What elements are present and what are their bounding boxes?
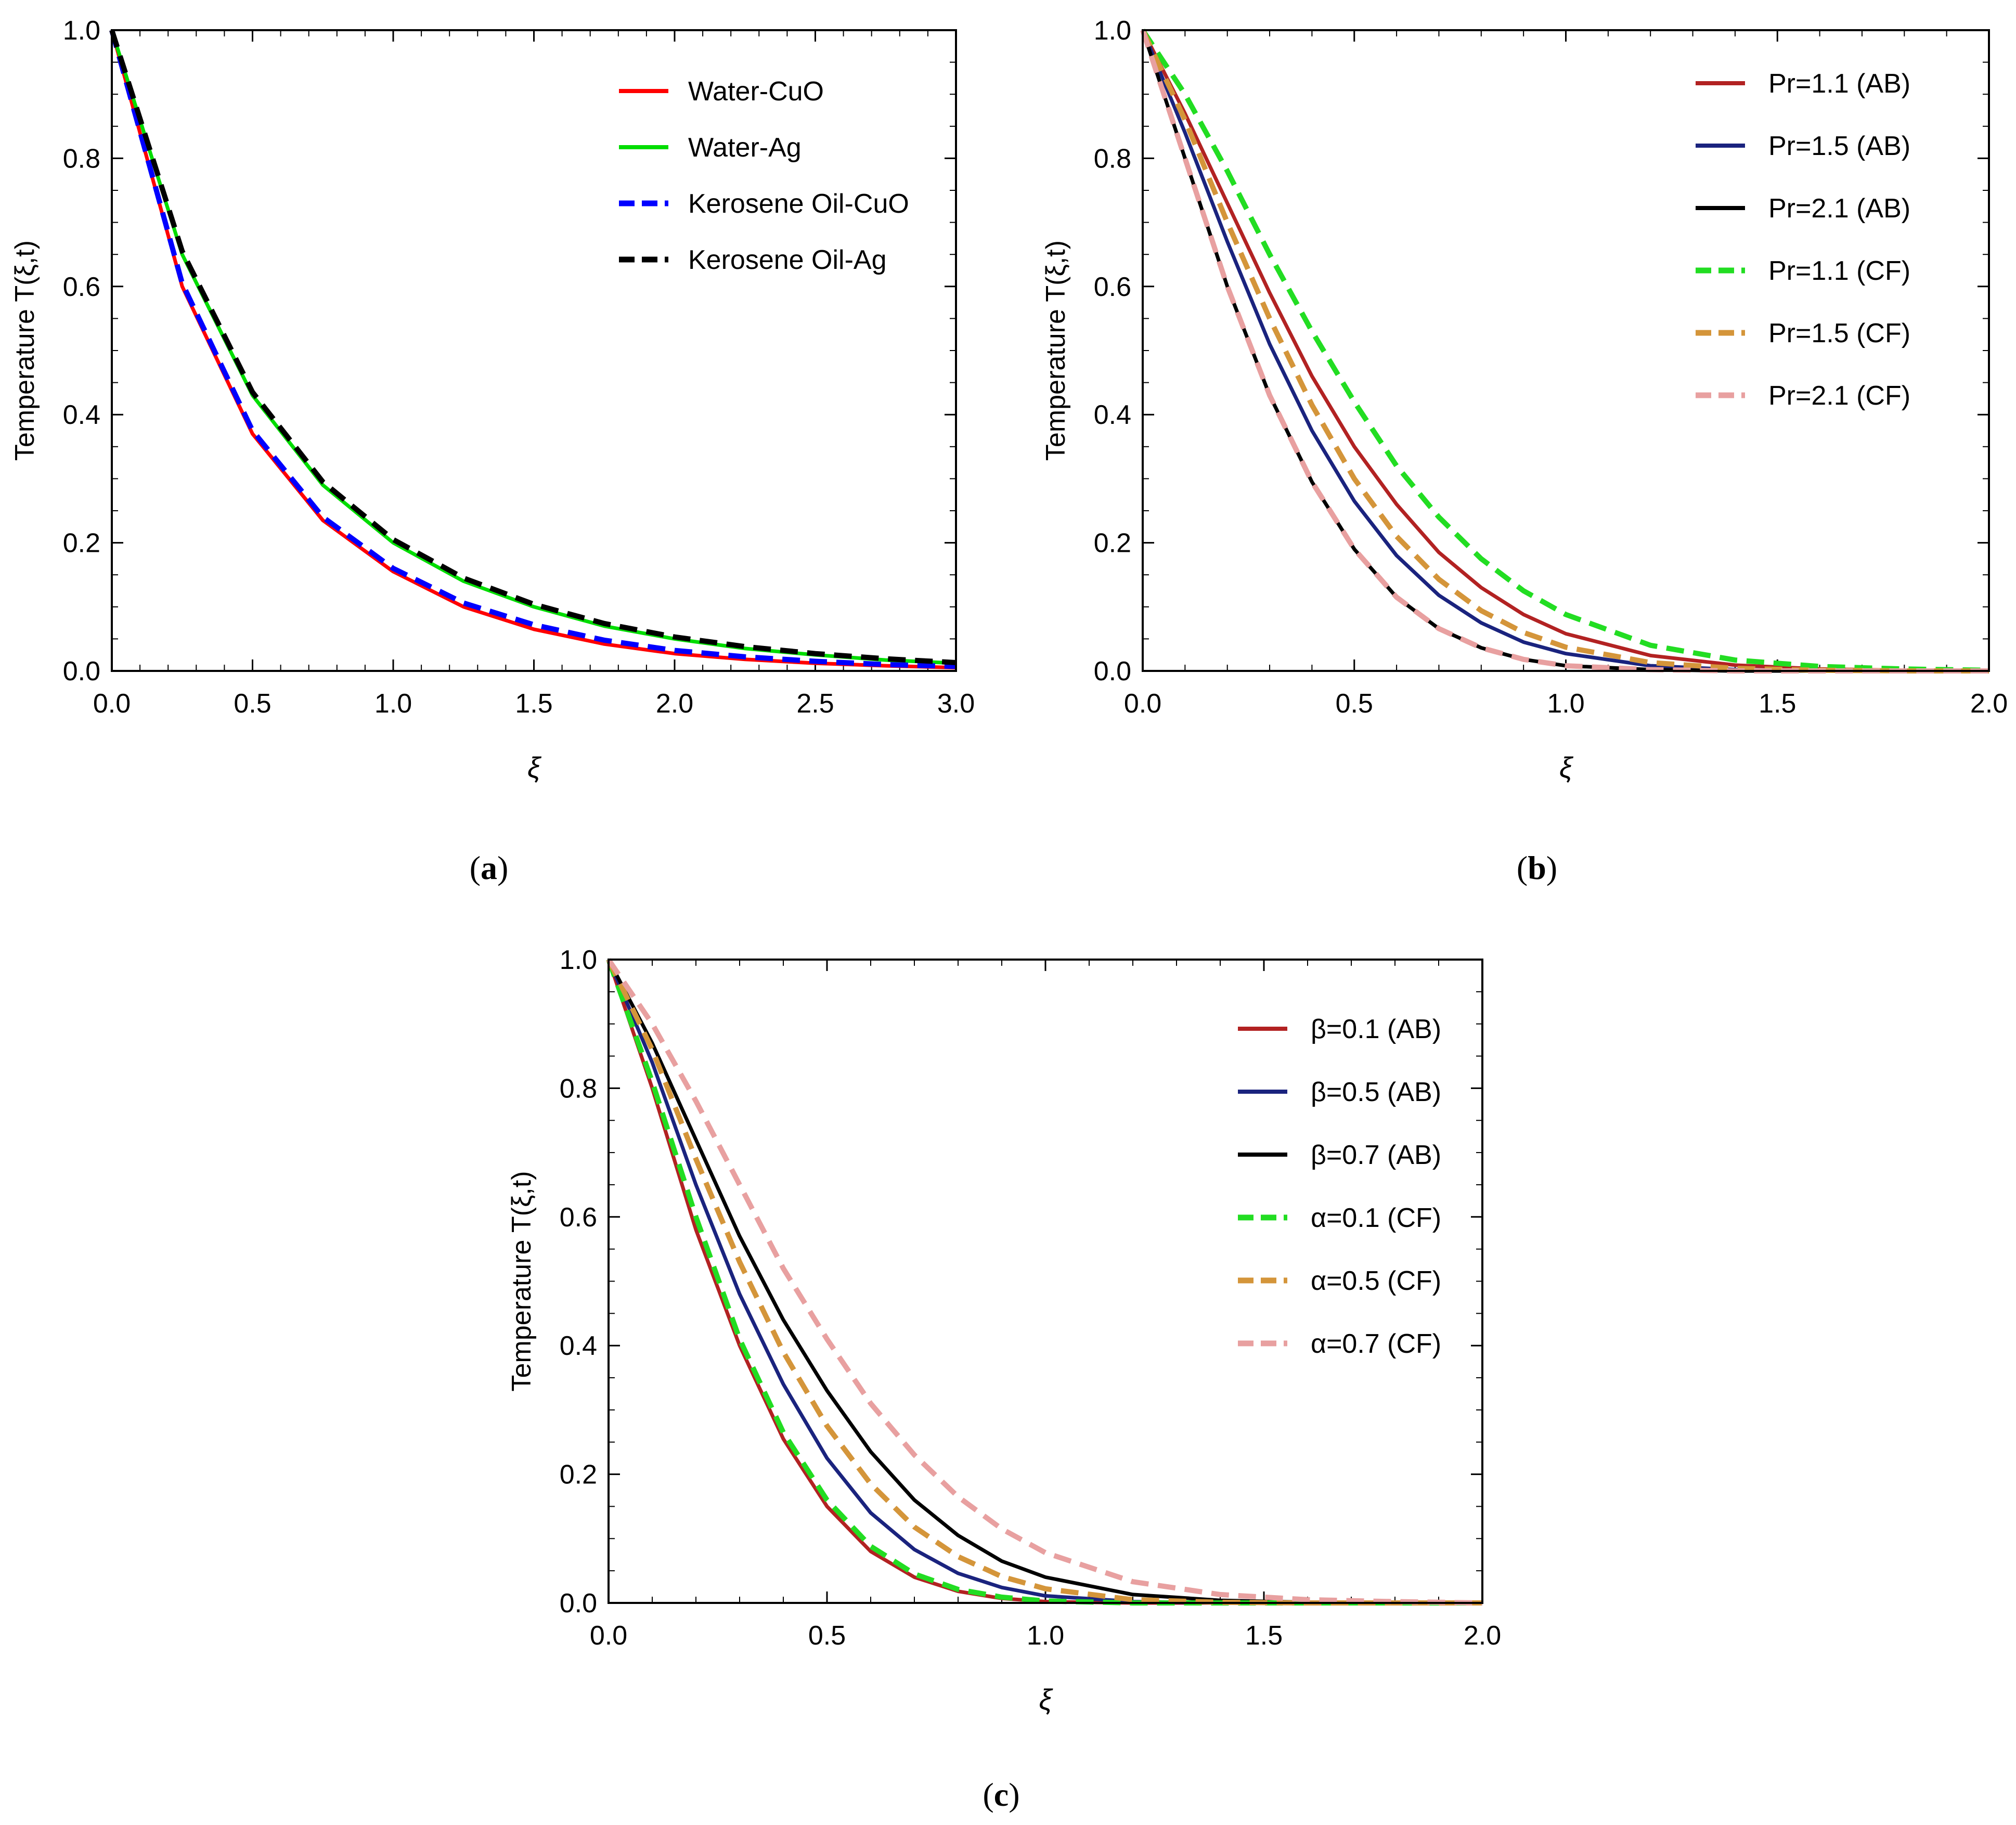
legend-label-2: Kerosene Oil-CuO [688,189,909,219]
series-line-3 [606,959,1482,1606]
series-line-3 [109,29,957,665]
x-tick-label: 1.0 [1547,689,1584,719]
panel-a: 0.0 0.5 1.0 1.5 2.0 2.5 3.0 0.0 0.2 0.4 0.6 0.8 1.0 W… [10,16,975,886]
panel-caption: (b) [1517,849,1557,886]
y-tick-label: 0.6 [63,272,100,302]
x-tick-label: 1.0 [374,689,412,719]
y-tick-label: 0.2 [1094,528,1131,559]
legend-label-4: α=0.5 (CF) [1311,1266,1441,1296]
plot-frame [111,29,957,672]
y-tick-label: 0.8 [63,144,100,174]
series-line-1 [1141,29,1989,673]
y-tick-label: 1.0 [560,945,597,975]
series-line-0 [1141,29,1989,673]
legend: Pr=1.1 (AB) Pr=1.5 (AB) Pr=2.1 (AB) Pr=1.1 … [1696,69,1910,411]
y-tick-label: 0.4 [560,1331,597,1361]
y-tick-label: 0.6 [1094,272,1131,302]
y-tick-label: 0.0 [63,656,100,687]
x-axis-label: ξ [1559,751,1574,784]
y-axis-label: Temperature T(ξ,t) [10,240,40,461]
legend: β=0.1 (AB) β=0.5 (AB) β=0.7 (AB) α=0.1 (CF)… [1238,1014,1441,1359]
x-tick-label: 0.5 [1336,689,1373,719]
x-tick-label: 3.0 [937,689,975,719]
series-line-0 [110,30,957,670]
legend-label-0: Water-CuO [688,76,824,107]
x-axis-label: ξ [527,751,542,784]
panel-caption: (c) [983,1776,1019,1813]
x-tick-label: 0.0 [1124,689,1161,719]
y-tick-label: 0.4 [63,400,100,430]
series-line-1 [110,29,957,665]
x-tick-label: 1.0 [1027,1621,1064,1651]
y-axis-label: Temperature T(ξ,t) [507,1171,537,1392]
series-line-4 [1140,29,1989,674]
x-tick-label: 2.0 [1464,1621,1501,1651]
legend: Water-CuO Water-Ag Kerosene Oil-CuO Kerosen… [619,76,909,275]
y-tick-label: 0.0 [560,1588,597,1619]
panel-c: 0.0 0.5 1.0 1.5 2.0 0.0 0.2 0.4 0.6 0.8 1.0 β=0.1 (… [507,945,1501,1813]
legend-label-3: Pr=1.1 (CF) [1768,256,1910,286]
y-tick-label: 1.0 [63,16,100,46]
x-tick-label: 2.5 [796,689,834,719]
legend-label-1: Pr=1.5 (AB) [1768,131,1910,161]
y-tick-label: 0.2 [63,528,100,559]
x-tick-label: 1.5 [1759,689,1796,719]
series-line-2 [109,29,957,669]
x-tick-label: 0.5 [234,689,271,719]
y-tick-label: 1.0 [1094,16,1131,46]
x-tick-label: 0.0 [590,1621,627,1651]
plot-frame [1142,29,1990,672]
legend-label-5: α=0.7 (CF) [1311,1329,1441,1359]
x-tick-label: 1.5 [515,689,552,719]
x-tick-label: 2.0 [1970,689,2008,719]
y-tick-label: 0.6 [560,1202,597,1233]
x-tick-label: 2.0 [656,689,693,719]
x-tick-label: 0.5 [808,1621,846,1651]
series-line-5 [1140,29,1989,674]
legend-label-0: β=0.1 (AB) [1311,1014,1441,1044]
y-tick-label: 0.0 [1094,656,1131,687]
series-line-2 [1141,29,1989,673]
legend-label-4: Pr=1.5 (CF) [1768,318,1910,348]
series-line-3 [1140,29,1989,673]
y-axis-label: Temperature T(ξ,t) [1041,240,1071,461]
x-tick-label: 0.0 [93,689,131,719]
legend-label-3: α=0.1 (CF) [1311,1203,1441,1233]
legend-label-2: β=0.7 (AB) [1311,1140,1441,1170]
legend-label-1: β=0.5 (AB) [1311,1077,1441,1107]
legend-label-5: Pr=2.1 (CF) [1768,381,1910,411]
x-tick-label: 1.5 [1245,1621,1283,1651]
legend-label-1: Water-Ag [688,133,802,163]
legend-label-0: Pr=1.1 (AB) [1768,69,1910,99]
y-tick-label: 0.8 [560,1073,597,1104]
panel-caption: (a) [470,849,509,886]
legend-label-3: Kerosene Oil-Ag [688,245,887,275]
y-tick-label: 0.4 [1094,400,1131,430]
panel-b: 0.0 0.5 1.0 1.5 2.0 0.0 0.2 0.4 0.6 0.8 1.0 Pr=1.1 … [1041,16,2008,886]
legend-label-2: Pr=2.1 (AB) [1768,193,1910,224]
y-tick-label: 0.8 [1094,144,1131,174]
plot-frame [608,959,1483,1604]
y-tick-label: 0.2 [560,1460,597,1490]
x-axis-label: ξ [1039,1683,1053,1716]
